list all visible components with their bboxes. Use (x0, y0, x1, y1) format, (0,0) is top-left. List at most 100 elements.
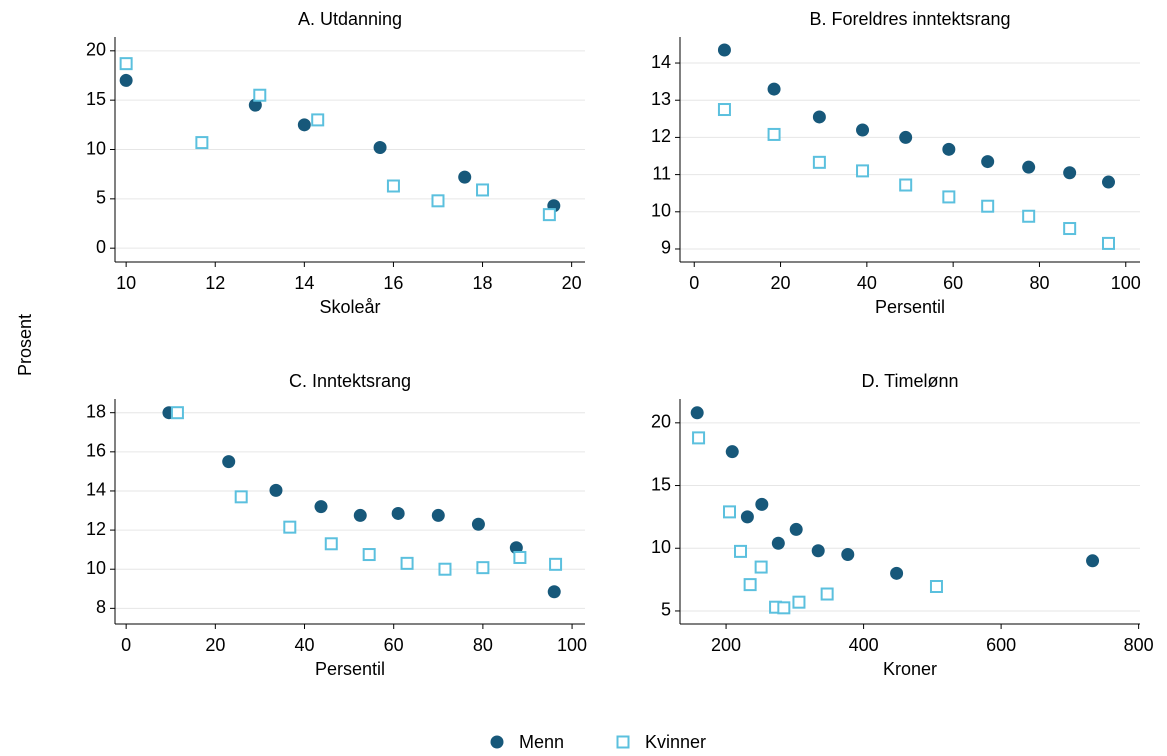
square-marker (438, 562, 452, 576)
x-axis-label: Persentil (875, 297, 945, 317)
square-marker (692, 431, 706, 445)
dot-marker (471, 517, 485, 531)
square-marker (899, 178, 913, 192)
y-tick-label: 8 (96, 597, 106, 617)
dot-marker (1022, 160, 1036, 174)
x-axis-label: Persentil (315, 659, 385, 679)
dot-marker (1063, 166, 1077, 180)
dot-marker (717, 43, 731, 57)
dot-marker (899, 130, 913, 144)
dot-marker (841, 548, 855, 562)
panel-title: A. Utdanning (298, 9, 402, 29)
square-marker (513, 550, 527, 564)
y-tick-label: 5 (661, 600, 671, 620)
dot-marker (725, 445, 739, 459)
y-tick-label: 15 (651, 474, 671, 494)
y-tick-label: 14 (86, 480, 106, 500)
square-marker (792, 595, 806, 609)
dot-marker (431, 508, 445, 522)
x-tick-label: 0 (121, 635, 131, 655)
dot-marker (890, 566, 904, 580)
square-marker (929, 580, 943, 593)
square-marker (1063, 222, 1077, 236)
y-tick-label: 10 (86, 138, 106, 158)
legend-label: Kvinner (645, 732, 706, 752)
square-marker (856, 164, 870, 178)
legend-label: Menn (519, 732, 564, 752)
x-tick-label: 10 (116, 273, 136, 293)
square-marker (754, 560, 768, 574)
square-marker (386, 179, 400, 193)
dot-marker (353, 508, 367, 522)
y-tick-label: 10 (651, 201, 671, 221)
square-marker (981, 199, 995, 213)
square-marker (476, 561, 490, 575)
y-tick-label: 10 (651, 537, 671, 557)
x-axis-label: Skoleår (319, 297, 380, 317)
x-tick-label: 800 (1124, 635, 1154, 655)
x-tick-label: 200 (711, 635, 741, 655)
y-tick-label: 12 (651, 126, 671, 146)
x-axis-label: Kroner (883, 659, 937, 679)
square-marker (743, 578, 757, 592)
dot-marker (373, 141, 387, 155)
square-marker (717, 103, 731, 117)
legend-marker (616, 735, 630, 749)
dot-marker (222, 455, 236, 469)
dot-marker (767, 82, 781, 96)
y-tick-label: 15 (86, 89, 106, 109)
dot-marker (740, 510, 754, 524)
dot-marker (1086, 554, 1100, 568)
panel-title: D. Timelønn (861, 371, 958, 391)
x-tick-label: 600 (986, 635, 1016, 655)
dot-marker (119, 73, 133, 87)
square-marker (767, 127, 781, 141)
x-tick-label: 400 (849, 635, 879, 655)
square-marker (942, 190, 956, 204)
square-marker (234, 490, 248, 504)
y-tick-label: 5 (96, 188, 106, 208)
dot-marker (856, 123, 870, 137)
square-marker (542, 208, 556, 222)
square-marker (431, 194, 445, 208)
x-tick-label: 14 (294, 273, 314, 293)
square-marker (119, 57, 133, 71)
dot-marker (297, 118, 311, 132)
dot-marker (547, 585, 561, 599)
dot-marker (458, 170, 472, 184)
x-tick-label: 20 (205, 635, 225, 655)
square-marker (723, 505, 737, 519)
dot-marker (755, 497, 769, 511)
y-tick-label: 20 (651, 412, 671, 432)
square-marker (820, 587, 834, 601)
x-tick-label: 80 (473, 635, 493, 655)
y-axis-label: Prosent (15, 314, 35, 376)
x-tick-label: 100 (1111, 273, 1141, 293)
y-tick-label: 0 (96, 237, 106, 257)
dot-marker (1101, 175, 1115, 189)
y-tick-label: 13 (651, 89, 671, 109)
x-tick-label: 100 (557, 635, 587, 655)
square-marker (324, 537, 338, 551)
y-tick-label: 20 (86, 40, 106, 60)
legend-marker (490, 735, 504, 749)
dot-marker (942, 142, 956, 156)
square-marker (170, 406, 184, 420)
x-tick-label: 40 (295, 635, 315, 655)
dot-marker (248, 98, 262, 112)
y-tick-label: 9 (661, 238, 671, 258)
y-tick-label: 11 (652, 163, 671, 183)
panel-title: C. Inntektsrang (289, 371, 411, 391)
x-tick-label: 80 (1029, 273, 1049, 293)
square-marker (734, 544, 748, 558)
y-tick-label: 12 (86, 519, 106, 539)
dot-marker (789, 522, 803, 536)
square-marker (476, 183, 490, 197)
square-marker (812, 155, 826, 169)
dot-marker (812, 110, 826, 124)
x-tick-label: 20 (771, 273, 791, 293)
y-tick-label: 14 (651, 52, 671, 72)
dot-marker (981, 155, 995, 169)
square-marker (195, 136, 209, 150)
